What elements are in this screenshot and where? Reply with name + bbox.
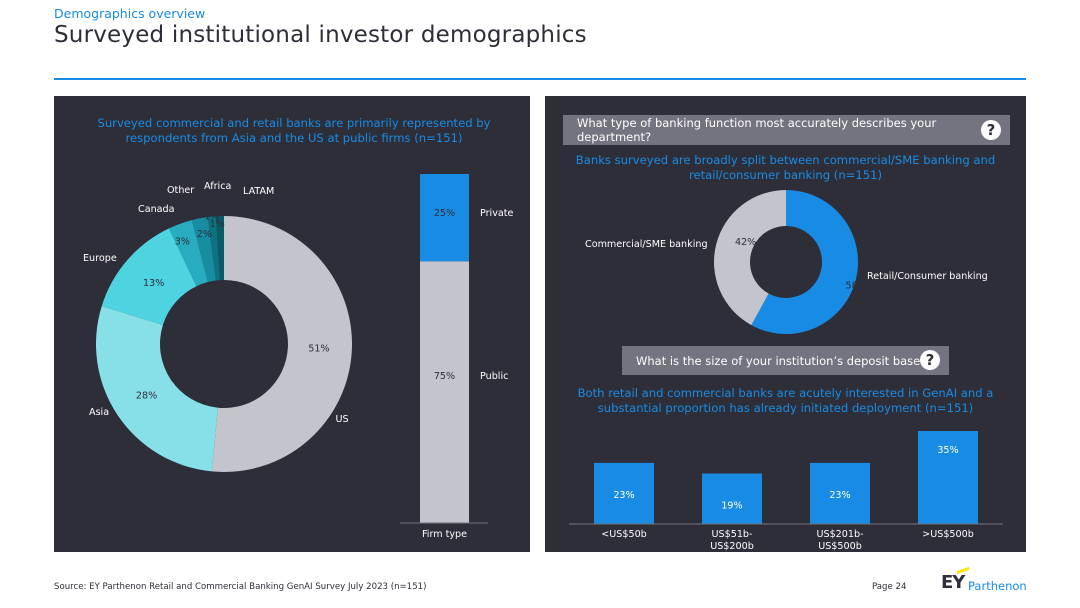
- question-mark-icon: ?: [981, 120, 1001, 140]
- region-value-label: 1%: [210, 219, 225, 230]
- region-slice-5: [207, 216, 220, 281]
- region-value-label: 2%: [197, 229, 212, 240]
- firmtype-value-label: 75%: [434, 371, 455, 382]
- region-slice-0: [211, 216, 352, 472]
- deposit-bar: [810, 462, 870, 524]
- deposit-category-label: US$500b: [818, 541, 862, 552]
- banking-function-category-label: Commercial/SME banking: [585, 239, 708, 250]
- banking-function-slice-0: [751, 190, 858, 334]
- right-panel: What type of banking function most accur…: [545, 96, 1026, 552]
- title-divider: [54, 78, 1026, 80]
- question-deposit-base-text: What is the size of your institution’s d…: [636, 353, 927, 368]
- region-category-label: Europe: [83, 253, 117, 264]
- region-category-label: Asia: [89, 407, 109, 418]
- deposit-bar: [702, 473, 762, 524]
- deposit-category-label: >US$500b: [922, 529, 974, 540]
- banking-function-value-label: 58%: [846, 280, 867, 291]
- deposit-value-label: 19%: [721, 501, 742, 512]
- firmtype-series-label: Public: [480, 371, 508, 382]
- banking-function-slice-1: [714, 190, 786, 326]
- region-value-label: 1%: [204, 212, 219, 223]
- region-slice-1: [95, 305, 218, 472]
- firmtype-bar-private: [420, 174, 469, 262]
- region-category-label: Canada: [138, 204, 175, 215]
- region-and-firmtype-charts: 51% US 28% Asia 13% Europe 3% Canada 2% Other 1% Af…: [83, 174, 514, 540]
- region-value-label: 28%: [136, 391, 157, 402]
- source-note: Source: EY Parthenon Retail and Commerci…: [54, 582, 427, 592]
- parthenon-logo-text: Parthenon: [968, 579, 1027, 593]
- deposit-base-subtitle: Both retail and commercial banks are acu…: [577, 386, 994, 415]
- deposit-value-label: 35%: [937, 445, 958, 456]
- deposit-bar: [918, 431, 978, 524]
- region-category-label: US: [335, 414, 348, 425]
- region-category-label: Other: [167, 185, 194, 196]
- left-panel: Surveyed commercial and retail banks are…: [54, 96, 530, 552]
- deposit-value-label: 23%: [829, 490, 850, 501]
- firmtype-value-label: 25%: [434, 208, 455, 219]
- firmtype-axis-label: Firm type: [422, 529, 467, 540]
- deposit-bar: [594, 462, 654, 524]
- firmtype-bar-public: [420, 261, 469, 523]
- region-category-label: LATAM: [243, 186, 274, 197]
- region-slice-4: [191, 217, 216, 283]
- question-mark-icon: ?: [920, 350, 940, 370]
- ey-logo: EY: [941, 572, 965, 593]
- banking-function-subtitle: Banks surveyed are broadly split between…: [575, 153, 996, 182]
- region-value-label: 13%: [143, 278, 164, 289]
- banking-function-value-label: 42%: [735, 237, 756, 248]
- left-panel-subtitle: Surveyed commercial and retail banks are…: [97, 116, 491, 145]
- region-value-label: 51%: [308, 344, 329, 355]
- deposit-value-label: 23%: [613, 490, 634, 501]
- region-value-label: 3%: [175, 237, 190, 248]
- deposit-category-label: US$201b-: [816, 529, 863, 540]
- question-deposit-base: What is the size of your institution’s d…: [622, 346, 949, 375]
- deposit-category-label: US$51b-: [712, 529, 753, 540]
- question-banking-function-text: What type of banking function most accur…: [577, 116, 937, 144]
- page-number: Page 24: [872, 582, 907, 592]
- region-slice-6: [215, 216, 224, 281]
- region-slice-3: [168, 220, 208, 287]
- region-category-label: Africa: [204, 181, 231, 192]
- banking-function-and-deposit-charts: 58% 42% Retail/Consumer banking Commercial/…: [569, 190, 1003, 552]
- firmtype-series-label: Private: [480, 208, 514, 219]
- deposit-category-label: <US$50b: [601, 529, 647, 540]
- deposit-category-label: US$200b: [710, 541, 754, 552]
- region-slice-2: [101, 228, 197, 325]
- page-title: Surveyed institutional investor demograp…: [54, 22, 587, 48]
- section-eyebrow: Demographics overview: [54, 6, 206, 21]
- banking-function-category-label: Retail/Consumer banking: [867, 271, 988, 282]
- question-banking-function: What type of banking function most accur…: [563, 115, 1010, 145]
